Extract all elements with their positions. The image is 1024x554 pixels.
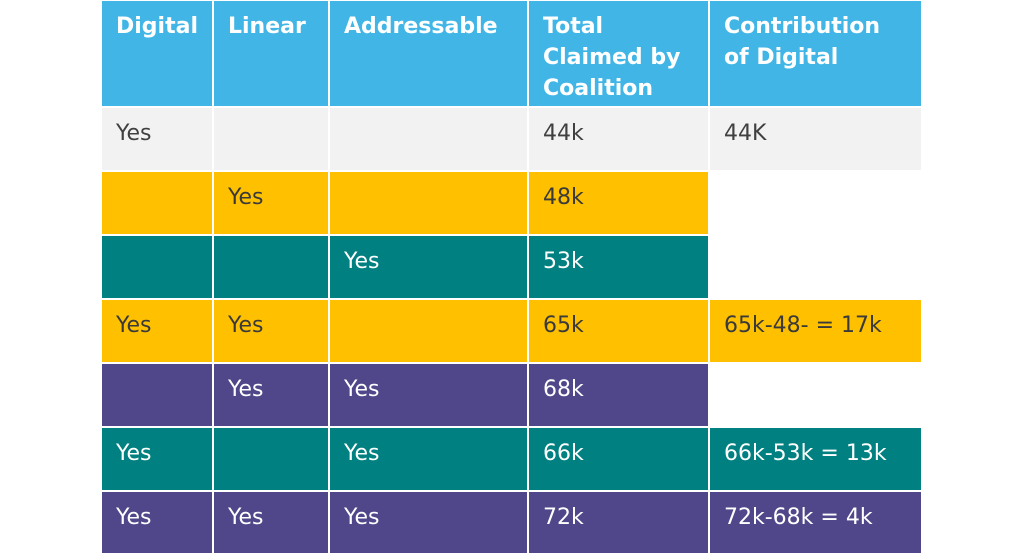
header-cell: Linear (214, 1, 328, 106)
table-cell: Yes (214, 172, 328, 234)
table-cell: 72k-68k = 4k (710, 492, 921, 553)
table-cell: 53k (529, 236, 708, 298)
table-cell: 68k (529, 364, 708, 426)
table-cell: Yes (214, 492, 328, 553)
table-cell: Yes (330, 364, 527, 426)
table-cell (710, 364, 921, 426)
table-cell (102, 236, 212, 298)
table-cell: 65k (529, 300, 708, 362)
table-cell (214, 236, 328, 298)
table-cell: 65k-48- = 17k (710, 300, 921, 362)
table-cell (214, 428, 328, 490)
table-cell (214, 108, 328, 170)
table-cell: Yes (330, 428, 527, 490)
table-cell (102, 172, 212, 234)
table-cell: Yes (102, 300, 212, 362)
table-cell: Yes (330, 236, 527, 298)
table-cell: 66k (529, 428, 708, 490)
table-cell: Yes (102, 108, 212, 170)
header-cell: Digital (102, 1, 212, 106)
header-cell: Contribution of Digital (710, 1, 921, 106)
table-cell: Yes (214, 300, 328, 362)
table-cell: 72k (529, 492, 708, 553)
table-cell: Yes (102, 492, 212, 553)
table-cell: 66k-53k = 13k (710, 428, 921, 490)
table-cell (330, 172, 527, 234)
table-cell (102, 364, 212, 426)
table-cell: Yes (330, 492, 527, 553)
table-cell: Yes (214, 364, 328, 426)
table-cell (330, 300, 527, 362)
header-cell: Addressable (330, 1, 527, 106)
table-cell: 44k (529, 108, 708, 170)
table-cell (330, 108, 527, 170)
table-cell: 48k (529, 172, 708, 234)
header-cell: Total Claimed by Coalition (529, 1, 708, 106)
table-cell: Yes (102, 428, 212, 490)
table-cell: 44K (710, 108, 921, 170)
table-cell (710, 236, 921, 298)
table-cell (710, 172, 921, 234)
